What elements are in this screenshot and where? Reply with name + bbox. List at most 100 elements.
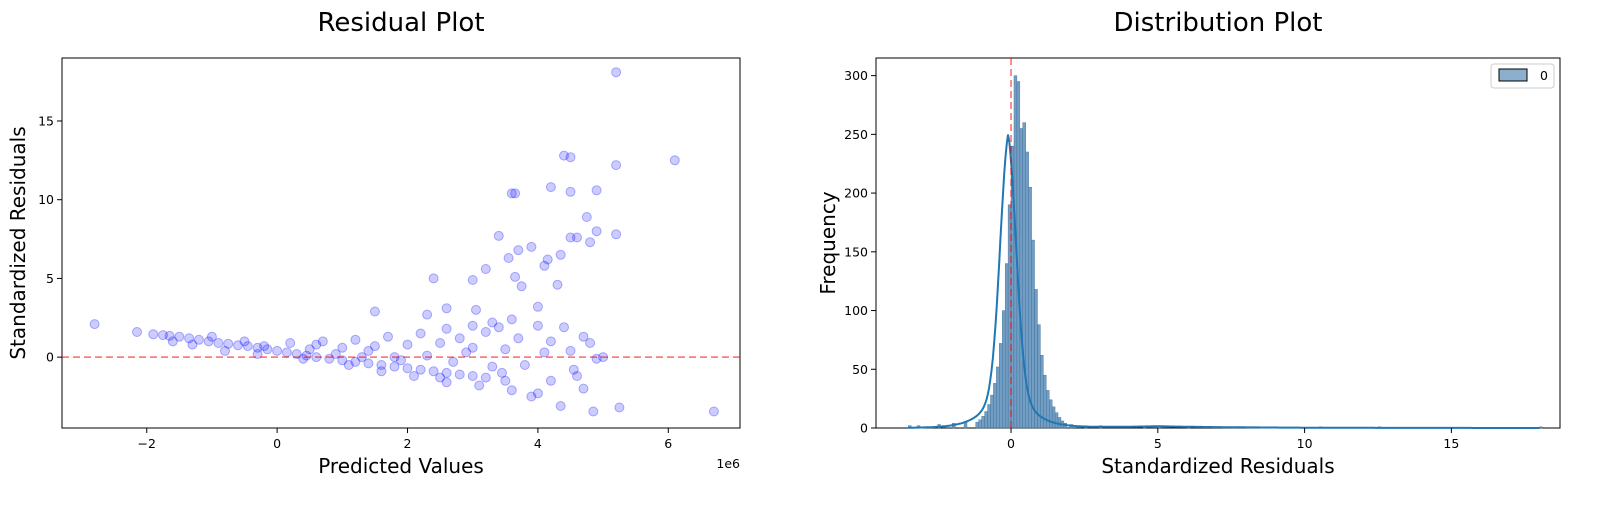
- scatter-point: [239, 336, 250, 347]
- scatter-point: [471, 304, 481, 315]
- scatter-point: [262, 344, 273, 355]
- scatter-point: [591, 226, 602, 237]
- scatter-point: [435, 338, 446, 348]
- scatter-point: [506, 385, 517, 396]
- scatter-point: [568, 364, 579, 375]
- scatter-point: [454, 333, 465, 344]
- scatter-point: [545, 336, 556, 347]
- scatter-point: [428, 273, 439, 284]
- scatter-point: [89, 319, 100, 330]
- scatter-point: [376, 366, 387, 377]
- y-tick-label: 5: [46, 271, 54, 286]
- scatter-point: [545, 182, 556, 193]
- residual-y-axis-label: Standardized Residuals: [6, 126, 30, 359]
- scatter-point: [252, 349, 263, 359]
- scatter-point: [220, 345, 230, 356]
- scatter-point: [363, 358, 374, 369]
- scatter-point: [539, 347, 550, 358]
- scatter-point: [585, 338, 596, 348]
- scatter-point: [559, 150, 569, 161]
- scatter-point: [206, 331, 217, 342]
- scatter-point: [669, 155, 680, 166]
- distribution-x-ticks: 0 5 10 15: [1007, 428, 1459, 451]
- scatter-point: [545, 375, 556, 386]
- x-tick-label: 0: [1007, 436, 1015, 451]
- x-tick-label: 5: [1154, 436, 1162, 451]
- scatter-point: [337, 342, 348, 353]
- y-tick-label: 150: [844, 244, 868, 259]
- scatter-point: [467, 320, 478, 331]
- scatter-point: [369, 341, 380, 352]
- histogram-bar: [993, 383, 997, 429]
- y-tick-label: 200: [844, 186, 868, 201]
- distribution-plot-title: Distribution Plot: [1114, 8, 1323, 38]
- scatter-point: [441, 303, 452, 314]
- scatter-point: [317, 336, 328, 347]
- scatter-point: [500, 344, 511, 355]
- histogram-bar: [1028, 187, 1032, 429]
- histogram-bar: [1054, 412, 1059, 429]
- scatter-point: [611, 160, 622, 171]
- scatter-point: [467, 342, 478, 353]
- scatter-point: [441, 323, 452, 334]
- scatter-point: [422, 350, 433, 361]
- histogram-bar: [1051, 406, 1056, 429]
- scatter-point: [402, 339, 413, 350]
- scatter-point: [285, 338, 296, 348]
- scatter-point: [532, 388, 543, 399]
- scatter-point: [555, 249, 566, 260]
- scatter-point: [167, 336, 178, 347]
- scatter-point: [311, 339, 322, 350]
- scatter-point: [461, 347, 472, 358]
- scatter-point: [281, 347, 292, 358]
- scatter-point: [428, 366, 439, 377]
- residual-x-offset-text: 1e6: [716, 456, 740, 471]
- scatter-point: [259, 341, 270, 352]
- histogram-bar: [1004, 263, 1009, 429]
- histogram-bar: [1046, 390, 1050, 429]
- scatter-point: [415, 328, 426, 339]
- scatter-point: [506, 188, 517, 199]
- scatter-point: [526, 241, 537, 252]
- scatter-point: [572, 232, 582, 243]
- histogram-bar: [978, 419, 982, 429]
- scatter-point: [474, 380, 485, 391]
- scatter-point: [343, 360, 354, 370]
- scatter-point: [233, 340, 243, 351]
- y-tick-label: 0: [860, 421, 868, 436]
- histogram-bar: [981, 416, 985, 429]
- scatter-point: [203, 336, 214, 347]
- histogram-bar: [996, 366, 1000, 429]
- scatter-point: [363, 345, 374, 356]
- scatter-point: [415, 364, 426, 375]
- scatter-point: [565, 152, 576, 163]
- scatter-point: [184, 333, 195, 344]
- distribution-y-ticks: 0 50 100 150 200 250 300: [844, 68, 876, 436]
- distribution-x-axis-label: Standardized Residuals: [1101, 454, 1334, 478]
- histogram-bar: [1048, 399, 1053, 429]
- scatter-point: [493, 230, 504, 241]
- scatter-point: [298, 353, 309, 364]
- scatter-point: [480, 372, 491, 383]
- y-tick-label: 250: [844, 127, 868, 142]
- distribution-y-axis-label: Frequency: [816, 191, 840, 294]
- scatter-point: [376, 360, 387, 370]
- scatter-point: [565, 232, 576, 243]
- scatter-point: [510, 271, 521, 282]
- residual-plot-title: Residual Plot: [317, 8, 484, 38]
- scatter-point: [532, 320, 543, 331]
- scatter-point: [454, 369, 465, 380]
- scatter-point: [441, 377, 452, 388]
- x-tick-label: 15: [1443, 436, 1459, 451]
- scatter-point: [402, 363, 413, 374]
- residual-points: [89, 67, 719, 417]
- scatter-point: [487, 317, 498, 328]
- scatter-point: [532, 301, 543, 312]
- distribution-plot: Distribution Plot 0 5 10 15 0 50 100 150 200 250…: [816, 8, 1561, 478]
- scatter-point: [503, 253, 514, 263]
- scatter-point: [193, 334, 204, 345]
- scatter-point: [158, 330, 168, 341]
- x-tick-label: 2: [404, 436, 412, 451]
- y-tick-label: 50: [852, 362, 868, 377]
- scatter-point: [611, 67, 622, 78]
